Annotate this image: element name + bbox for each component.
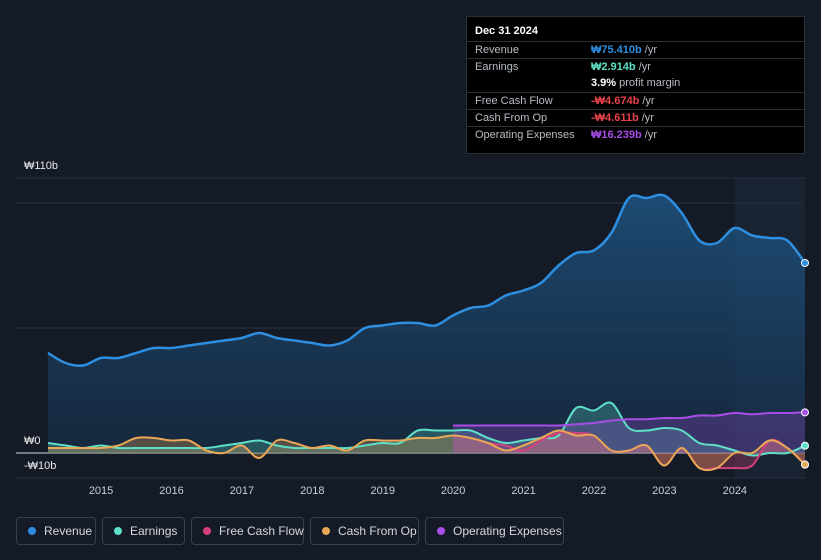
x-tick-label: 2018 <box>300 485 325 497</box>
legend-label: Earnings <box>130 524 178 538</box>
legend-dot <box>28 527 36 535</box>
y-tick-label-zero: ₩0 <box>24 435 41 447</box>
end-markers <box>801 259 809 469</box>
legend-label: Cash From Op <box>338 524 417 538</box>
legend-dot <box>203 527 211 535</box>
x-tick-label: 2023 <box>652 485 677 497</box>
legend-label: Free Cash Flow <box>219 524 304 538</box>
y-tick-label-top: ₩110b <box>24 160 59 172</box>
tooltip-value: ₩2.914b /yr <box>591 61 651 73</box>
cash-from-op-end-marker <box>801 460 809 469</box>
tooltip-row-earnings: Earnings ₩2.914b /yr <box>467 58 806 76</box>
legend-item-operating-expenses[interactable]: Operating Expenses <box>425 517 564 545</box>
revenue-end-marker <box>801 259 809 267</box>
x-tick-label: 2021 <box>511 485 536 497</box>
tooltip-date: Dec 31 2024 <box>475 25 538 37</box>
y-tick-label-bottom: -₩10b <box>24 460 57 472</box>
x-tick-label: 2017 <box>229 485 255 497</box>
cash-from-op-line <box>48 429 806 472</box>
tooltip-value: -₩4.611b /yr <box>591 112 654 124</box>
x-tick-label: 2024 <box>722 485 748 497</box>
earnings-line <box>47 401 806 457</box>
tooltip-row-revenue: Revenue ₩75.410b /yr <box>467 41 806 59</box>
legend-item-earnings[interactable]: Earnings <box>102 517 185 545</box>
operating-expenses-area <box>452 412 805 453</box>
data-tooltip: Dec 31 2024 Revenue ₩75.410b /yr Earning… <box>466 16 806 154</box>
tooltip-value: -₩4.674b /yr <box>591 95 655 107</box>
x-tick-label: 2016 <box>159 485 184 497</box>
tooltip-label: Cash From Op <box>475 112 548 124</box>
legend-item-revenue[interactable]: Revenue <box>16 517 96 545</box>
tooltip-label: Earnings <box>475 61 519 73</box>
cash-from-op-area <box>48 430 805 471</box>
tooltip-label: Operating Expenses <box>475 129 575 141</box>
operating-expenses-end-marker <box>801 408 809 417</box>
tooltip-value: 3.9% profit margin <box>591 77 681 89</box>
legend-dot <box>437 527 445 535</box>
tooltip-label: Free Cash Flow <box>475 95 553 107</box>
legend-item-free-cash-flow[interactable]: Free Cash Flow <box>191 517 304 545</box>
legend-label: Operating Expenses <box>453 524 562 538</box>
legend-dot <box>322 527 330 535</box>
legend-label: Revenue <box>44 524 93 538</box>
operating-expenses-line <box>452 411 806 427</box>
x-tick-label: 2015 <box>88 485 114 497</box>
earnings-area <box>48 402 805 456</box>
series-lines <box>47 193 807 472</box>
legend-item-cash-from-op[interactable]: Cash From Op <box>310 517 419 545</box>
x-tick-label: 2020 <box>440 485 466 497</box>
tooltip-row-margin: 3.9% profit margin <box>467 75 806 92</box>
x-tick-label: 2022 <box>581 485 607 497</box>
tooltip-row-cfo: Cash From Op -₩4.611b /yr <box>467 109 806 127</box>
legend-dot <box>114 527 122 535</box>
tooltip-value: ₩16.239b /yr <box>591 129 658 141</box>
revenue-line <box>47 193 807 368</box>
x-tick-label: 2019 <box>370 485 395 497</box>
tooltip-row-fcf: Free Cash Flow -₩4.674b /yr <box>467 92 806 110</box>
tooltip-row-opex: Operating Expenses ₩16.239b /yr <box>467 126 806 144</box>
tooltip-value: ₩75.410b /yr <box>591 44 658 56</box>
tooltip-label: Revenue <box>475 44 520 56</box>
chart-canvas <box>16 177 809 479</box>
earnings-end-marker <box>801 441 809 450</box>
revenue-area <box>48 194 805 453</box>
